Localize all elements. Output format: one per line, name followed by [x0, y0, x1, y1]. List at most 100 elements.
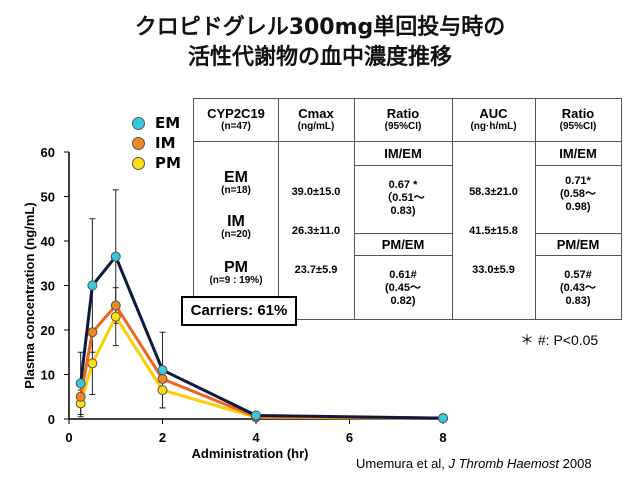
title-line-1: クロピドグレル300mg単回投与時の: [134, 15, 506, 40]
header-cyp2c19-sub: (n=47): [221, 121, 251, 132]
data-point-pm: [157, 385, 168, 396]
row-pm-n: (n=9 : 19%): [209, 275, 263, 286]
auc-ratio-pm-value: 0.57#: [564, 269, 592, 281]
cmax-ratio-pm: 0.61# (0.45～ 0.82): [354, 269, 452, 308]
legend-label-im: IM: [155, 134, 176, 152]
legend-label-em: EM: [155, 114, 181, 132]
row-im-label: IM (n=20): [194, 213, 278, 241]
table-divider: [354, 99, 355, 319]
x-tick-label: 0: [65, 430, 72, 445]
auc-pm-em-header: PM/EM: [556, 237, 600, 252]
table-divider: [535, 255, 621, 256]
y-tick-label: 60: [41, 145, 55, 160]
citation-authors: Umemura et al,: [356, 456, 449, 471]
row-im-n: (n=20): [221, 229, 251, 240]
x-axis-label: Administration (hr): [192, 446, 309, 461]
header-auc: AUC (ng·h/mL): [452, 107, 535, 133]
legend-marker-im: [132, 136, 145, 150]
series-line-pm: [79, 313, 444, 420]
row-pm-label: PM (n=9 : 19%): [194, 259, 278, 287]
data-point-em: [87, 280, 98, 291]
auc-ratio-pm: 0.57# (0.43～ 0.83): [535, 269, 621, 308]
table-divider: [194, 141, 621, 142]
data-point-pm: [110, 311, 121, 322]
data-point-em: [157, 365, 168, 376]
x-tick-label: 4: [252, 430, 260, 445]
auc-im: 41.5±15.8: [469, 225, 518, 237]
cmax-pm-em-header: PM/EM: [381, 237, 425, 252]
data-point-im: [75, 391, 86, 402]
header-cmax-main: Cmax: [298, 106, 334, 121]
cmax-ratio-im-ci-high: 0.83): [390, 205, 416, 217]
cmax-ratio-im: 0.67 * （0.51～ 0.83): [354, 179, 452, 218]
title-line-2: 活性代謝物の血中濃度推移: [187, 45, 452, 70]
y-tick-label: 40: [41, 234, 55, 249]
table-divider: [278, 99, 279, 319]
row-em-n: (n=18): [221, 185, 251, 196]
table-divider: [354, 165, 452, 166]
citation-year: 2008: [559, 456, 592, 471]
carriers-box: Carriers: 61%: [181, 296, 297, 326]
header-cmax-ratio-sub: (95%CI): [384, 121, 422, 132]
data-point-em: [75, 378, 86, 389]
y-axis-label: Plasma concentration (ng/mL): [22, 202, 37, 388]
cmax-ratio-pm-ci-high: 0.82): [390, 295, 416, 307]
data-point-em: [251, 410, 261, 421]
y-tick-label: 20: [41, 323, 55, 338]
data-point-pm: [87, 358, 98, 369]
cmax-ratio-pm-value: 0.61#: [389, 269, 417, 281]
row-im-name: IM: [227, 213, 245, 230]
legend-marker-em: [132, 116, 145, 130]
table-divider: [535, 99, 536, 319]
table-divider: [535, 165, 621, 166]
header-auc-main: AUC: [479, 106, 508, 121]
y-tick-label: 30: [41, 279, 55, 294]
header-auc-ratio-main: Ratio: [561, 106, 595, 121]
header-auc-ratio-sub: (95%CI): [559, 121, 597, 132]
auc-im-em-header: IM/EM: [559, 146, 597, 161]
header-cyp2c19-main: CYP2C19: [207, 106, 265, 121]
data-point-em: [438, 413, 448, 424]
auc-pm: 33.0±5.9: [472, 264, 515, 276]
header-auc-ratio: Ratio (95%CI): [535, 107, 621, 133]
pk-table: CYP2C19 (n=47) Cmax (ng/mL) Ratio (95%CI…: [193, 98, 622, 320]
significance-footnote: ＊ #: P<0.05: [520, 332, 599, 348]
data-point-im: [157, 373, 168, 384]
legend-item-im: IM: [132, 133, 181, 153]
cmax-ratio-im-ci-low: （0.51～: [381, 192, 425, 204]
x-tick-label: 8: [439, 430, 446, 445]
citation-journal: J Thromb Haemost: [448, 456, 560, 471]
header-cmax: Cmax (ng/mL): [278, 107, 354, 133]
header-cmax-ratio-main: Ratio: [386, 106, 420, 121]
legend: EM IM PM: [132, 113, 181, 173]
auc-ratio-pm-ci-low: (0.43～: [559, 282, 597, 294]
y-tick-label: 10: [41, 368, 55, 383]
cmax-ratio-pm-ci-low: (0.45～: [384, 282, 422, 294]
auc-ratio-pm-ci-high: 0.83): [565, 295, 591, 307]
row-em-label: EM (n=18): [194, 169, 278, 197]
header-cmax-ratio: Ratio (95%CI): [354, 107, 452, 133]
cmax-im: 26.3±11.0: [291, 225, 341, 237]
cmax-im-em-header: IM/EM: [384, 146, 422, 161]
x-tick-label: 2: [159, 430, 166, 445]
row-em-name: EM: [224, 169, 248, 186]
row-pm-name: PM: [224, 259, 248, 276]
citation: Umemura et al, J Thromb Haemost 2008: [356, 456, 592, 471]
table-divider: [354, 233, 452, 234]
cmax-em: 39.0±15.0: [291, 186, 341, 198]
data-point-em: [110, 251, 121, 262]
series-line-em: [79, 253, 444, 420]
auc-ratio-im-value: 0.71*: [565, 175, 591, 187]
legend-marker-pm: [132, 156, 145, 170]
legend-label-pm: PM: [155, 154, 181, 172]
cmax-pm: 23.7±5.9: [294, 264, 338, 276]
table-divider: [354, 255, 452, 256]
cmax-ratio-im-value: 0.67 *: [388, 179, 418, 191]
data-point-im: [87, 327, 98, 338]
auc-ratio-im-ci-high: 0.98): [565, 201, 591, 213]
y-tick-label: 0: [48, 412, 55, 427]
header-cyp2c19: CYP2C19 (n=47): [194, 107, 278, 133]
auc-em: 58.3±21.0: [469, 186, 518, 198]
data-point-im: [110, 300, 121, 311]
